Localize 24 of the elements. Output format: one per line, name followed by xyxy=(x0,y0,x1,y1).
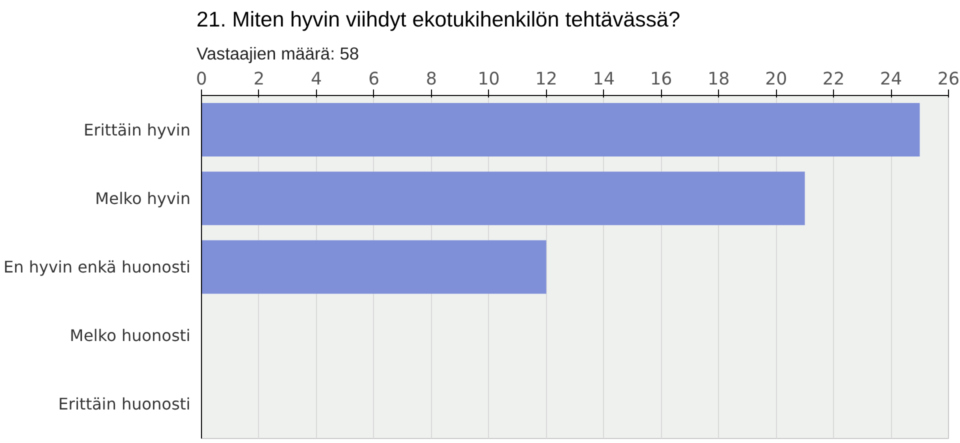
x-tick-label: 22 xyxy=(822,70,845,90)
y-tick-label: Melko huonosti xyxy=(70,326,190,346)
chart-title: 21. Miten hyvin viihdyt ekotukihenkilön tehtävässä? xyxy=(196,8,680,32)
x-tick-label: 0 xyxy=(196,70,208,90)
y-tick-label: Erittäin huonosti xyxy=(58,394,191,414)
x-tick-label: 14 xyxy=(592,70,615,90)
x-tick-label: 6 xyxy=(368,70,380,90)
x-tick-label: 18 xyxy=(708,70,730,90)
x-tick-label: 10 xyxy=(478,70,500,90)
x-tick-label: 4 xyxy=(310,70,322,90)
bar xyxy=(202,103,920,157)
x-tick-label: 8 xyxy=(426,70,437,90)
x-tick-label: 20 xyxy=(765,70,788,90)
x-tick-label: 24 xyxy=(880,70,902,90)
y-tick-label: Erittäin hyvin xyxy=(84,120,191,140)
x-tick-label: 12 xyxy=(535,70,558,90)
bar xyxy=(202,240,546,294)
chart-subtitle: Vastaajien määrä: 58 xyxy=(196,44,359,64)
x-tick-label: 2 xyxy=(253,70,264,90)
x-tick-label: 26 xyxy=(937,70,960,90)
x-tick-label: 16 xyxy=(650,70,672,90)
y-tick-label: Melko hyvin xyxy=(95,188,190,208)
y-tick-label: En hyvin enkä huonosti xyxy=(4,258,190,276)
bar xyxy=(202,172,805,226)
